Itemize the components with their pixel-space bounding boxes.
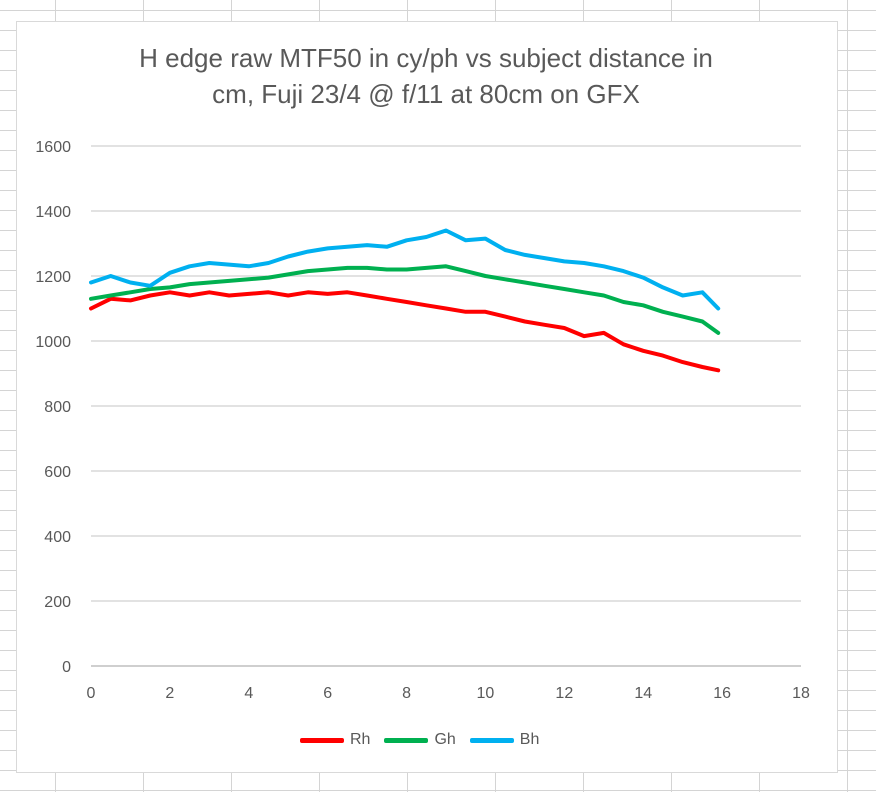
y-tick-label-800: 800 — [44, 399, 71, 416]
legend-swatch-gh — [384, 737, 429, 743]
series-lines — [89, 228, 721, 373]
legend-swatch-rh — [300, 737, 344, 743]
legend-item-rh: Rh — [300, 731, 370, 749]
x-tick-label-2: 2 — [165, 685, 174, 702]
series-line-gh — [89, 264, 721, 335]
legend-swatch-bh — [469, 737, 514, 743]
x-axis-tick-labels: 0 2 4 6 8 10 12 14 16 18 — [87, 685, 810, 702]
x-tick-label-8: 8 — [402, 685, 411, 702]
y-tick-label-200: 200 — [44, 594, 71, 611]
x-tick-label-18: 18 — [792, 685, 810, 702]
legend: Rh Gh Bh — [300, 728, 539, 752]
y-axis-tick-labels: 0 200 400 600 800 1000 1200 1400 1600 — [35, 139, 71, 676]
y-tick-label-1000: 1000 — [35, 334, 71, 351]
y-tick-label-1600: 1600 — [35, 139, 71, 156]
legend-item-gh: Gh — [384, 731, 456, 749]
x-tick-label-12: 12 — [555, 685, 573, 702]
y-tick-label-400: 400 — [44, 529, 71, 546]
series-line-bh — [89, 228, 721, 311]
chart-title: H edge raw MTF50 in cy/ph vs subject dis… — [139, 43, 713, 109]
x-tick-label-16: 16 — [713, 685, 731, 702]
y-tick-label-600: 600 — [44, 464, 71, 481]
series-line-rh — [89, 290, 721, 373]
y-tick-label-1200: 1200 — [35, 269, 71, 286]
legend-label-rh: Rh — [350, 731, 371, 748]
x-tick-label-4: 4 — [244, 685, 253, 702]
x-tick-label-10: 10 — [477, 685, 495, 702]
legend-item-bh: Bh — [469, 731, 540, 749]
x-tick-label-0: 0 — [87, 685, 96, 702]
gridlines — [91, 145, 801, 667]
legend-label-bh: Bh — [519, 731, 540, 748]
y-tick-label-1400: 1400 — [35, 204, 71, 221]
x-tick-label-14: 14 — [634, 685, 652, 702]
y-tick-label-0: 0 — [62, 659, 71, 676]
legend-label-gh: Gh — [434, 731, 456, 748]
x-tick-label-6: 6 — [323, 685, 332, 702]
